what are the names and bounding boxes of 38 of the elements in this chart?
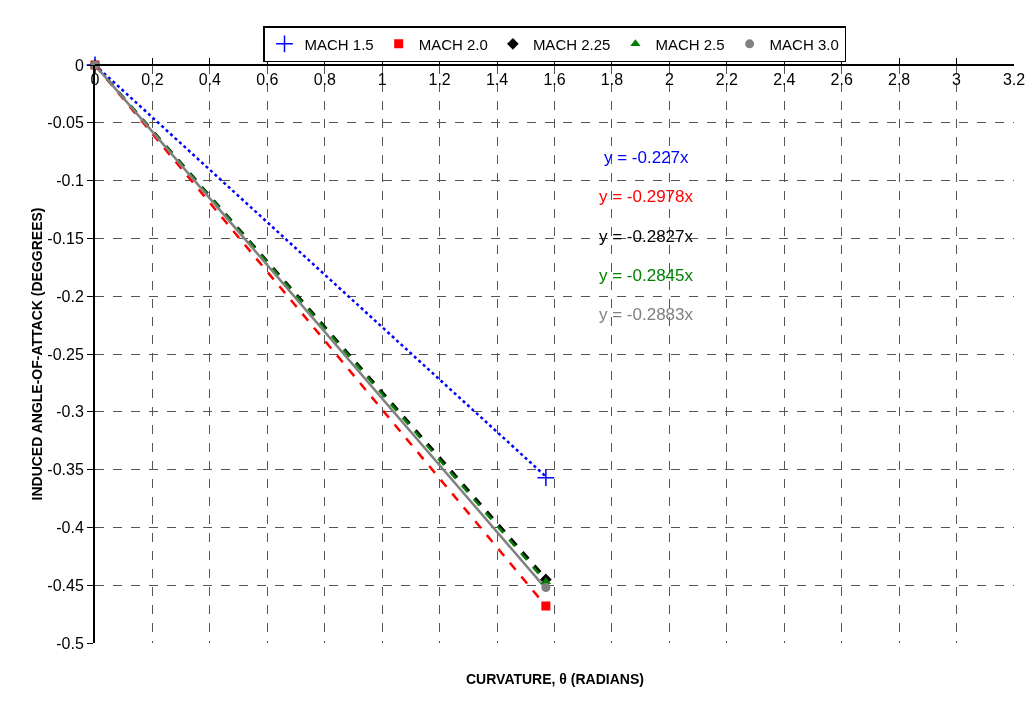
- x-tick-label: 1.8: [600, 71, 624, 89]
- x-tick-label: 1.2: [428, 71, 451, 89]
- legend-label: MACH 2.25: [532, 35, 611, 53]
- y-tick-label: -0.05: [47, 114, 84, 132]
- y-tick-label: -0.35: [47, 461, 84, 479]
- legend-label: MACH 2.0: [418, 35, 488, 53]
- x-tick-label: 0.4: [198, 71, 222, 89]
- y-tick-label: -0.2: [56, 287, 84, 305]
- legend-label: MACH 3.0: [769, 35, 839, 53]
- x-tick-label: 2: [664, 71, 674, 89]
- x-tick-label: 3.2: [1002, 71, 1026, 89]
- x-axis-title: CURVATURE, θ (RADIANS): [466, 671, 644, 687]
- x-tick-label: 2.8: [888, 71, 911, 89]
- x-tick-label: 2.2: [715, 71, 739, 89]
- annotation: y = -0.2883x: [599, 305, 694, 324]
- annotation: y = -0.227x: [604, 148, 690, 167]
- legend-label: MACH 2.5: [655, 35, 725, 53]
- y-tick-label: -0.5: [56, 634, 84, 652]
- x-tick-label: 0.2: [141, 71, 164, 89]
- legend-label: MACH 1.5: [304, 35, 374, 53]
- y-tick-label: -0.4: [56, 519, 84, 536]
- y-axis-title: INDUCED ANGLE-OF-ATTACK (DEGGREES): [29, 207, 46, 501]
- y-tick-label: -0.15: [47, 230, 84, 247]
- y-tick-label: -0.25: [47, 345, 84, 363]
- y-tick-label: 0: [74, 56, 84, 74]
- x-tick-label: 2.6: [830, 71, 853, 89]
- x-tick-label: 0.6: [256, 71, 279, 89]
- y-tick-label: -0.45: [47, 576, 84, 594]
- x-tick-label: 1.4: [485, 71, 509, 89]
- x-tick-label: 3: [952, 71, 962, 89]
- y-tick-label: -0.1: [56, 172, 84, 190]
- x-tick-label: 0.8: [313, 71, 336, 89]
- y-tick-label: -0.3: [56, 403, 84, 421]
- x-tick-label: 1: [377, 71, 387, 89]
- annotation: y = -0.2978x: [599, 187, 694, 206]
- x-tick-label: 2.4: [773, 71, 796, 89]
- annotation: y = -0.2845x: [599, 266, 694, 285]
- x-tick-label: 1.6: [543, 71, 566, 89]
